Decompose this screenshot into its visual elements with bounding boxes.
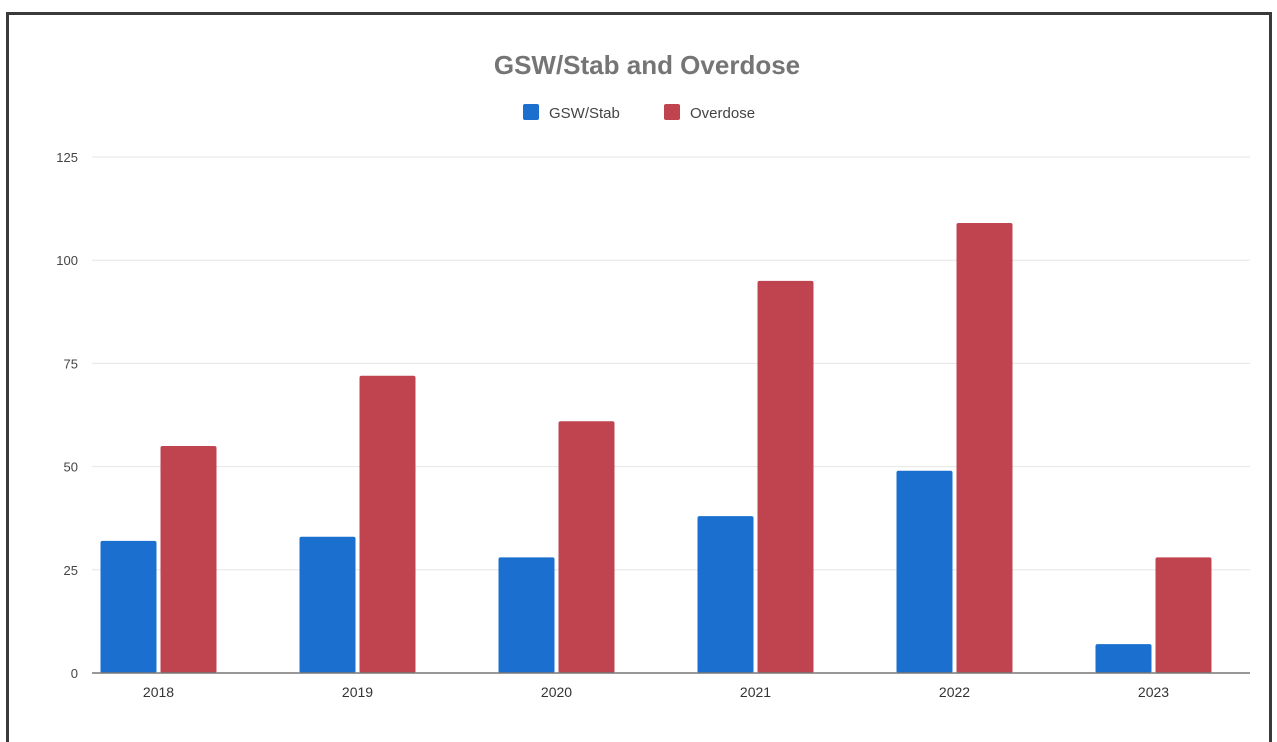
bar-gsw-stab-2022 xyxy=(896,470,953,673)
bar-gsw-stab-2023 xyxy=(1095,644,1152,673)
y-tick-label: 100 xyxy=(56,253,78,268)
legend-swatch xyxy=(523,104,539,120)
bar-gsw-stab-2018 xyxy=(100,540,157,673)
y-tick-label: 0 xyxy=(71,666,78,681)
bar-overdose-2020 xyxy=(558,421,615,673)
bar-gsw-stab-2021 xyxy=(697,516,754,673)
x-tick-label: 2020 xyxy=(541,684,572,700)
y-axis-ticks: 0 25 50 75 100 125 xyxy=(56,150,78,681)
x-axis-ticks: 2018 2019 2020 2021 2022 2023 xyxy=(143,684,1169,700)
legend-label: GSW/Stab xyxy=(549,105,620,122)
bar-overdose-2019 xyxy=(359,375,416,673)
y-tick-label: 125 xyxy=(56,150,78,165)
chart-frame xyxy=(6,12,1272,742)
y-tick-label: 50 xyxy=(64,460,78,475)
x-tick-label: 2022 xyxy=(939,684,970,700)
y-tick-label: 75 xyxy=(64,356,78,371)
x-tick-label: 2021 xyxy=(740,684,771,700)
legend: GSW/Stab Overdose xyxy=(523,104,755,122)
x-tick-label: 2018 xyxy=(143,684,174,700)
legend-swatch xyxy=(664,104,680,120)
bar-overdose-2023 xyxy=(1155,557,1212,673)
x-tick-label: 2019 xyxy=(342,684,373,700)
bars xyxy=(100,223,1212,673)
x-tick-label: 2023 xyxy=(1138,684,1169,700)
bar-overdose-2022 xyxy=(956,223,1013,673)
bar-overdose-2018 xyxy=(160,445,217,673)
bar-gsw-stab-2020 xyxy=(498,557,555,673)
bar-gsw-stab-2019 xyxy=(299,536,356,673)
bar-overdose-2021 xyxy=(757,280,814,673)
legend-label: Overdose xyxy=(690,105,755,122)
gridlines xyxy=(92,156,1250,571)
chart-title: GSW/Stab and Overdose xyxy=(494,50,800,80)
y-tick-label: 25 xyxy=(64,563,78,578)
